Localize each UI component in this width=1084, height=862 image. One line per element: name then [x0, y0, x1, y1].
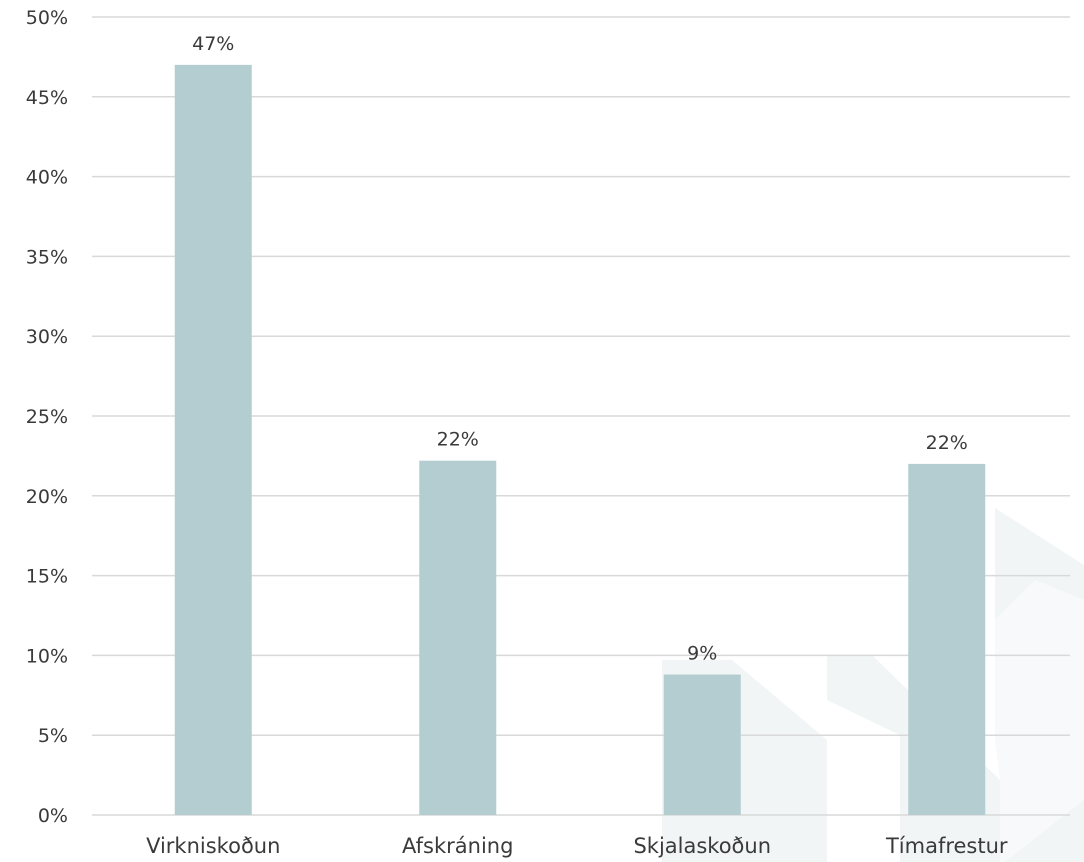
data-labels: 47% 22% 9% 22% [192, 33, 968, 665]
bar-data-label: 22% [437, 429, 479, 451]
grid-lines [92, 16, 1070, 816]
bar [174, 64, 252, 815]
x-category-label: Afskráning [402, 834, 513, 858]
y-tick-label: 5% [38, 725, 68, 747]
bar-data-label: 22% [926, 432, 968, 454]
y-tick-label: 50% [26, 7, 68, 29]
bars [174, 64, 986, 815]
x-category-label: Skjalaskoðun [633, 834, 771, 858]
bar [419, 460, 497, 815]
x-category-label: Virkniskoðun [146, 834, 280, 858]
bar-data-label: 9% [687, 643, 717, 665]
y-axis: 0% 5% 10% 15% 20% 25% 30% 35% 40% 45% 50% [26, 7, 68, 827]
y-tick-label: 35% [26, 246, 68, 268]
y-tick-label: 30% [26, 326, 68, 348]
bar-data-label: 47% [192, 33, 234, 55]
bar [663, 674, 741, 815]
x-category-label: Tímafrestur [885, 834, 1008, 858]
y-tick-label: 25% [26, 406, 68, 428]
y-tick-label: 20% [26, 486, 68, 508]
y-tick-label: 40% [26, 167, 68, 189]
y-tick-label: 10% [26, 645, 68, 667]
y-tick-label: 0% [38, 805, 68, 827]
x-axis: Virkniskoðun Afskráning Skjalaskoðun Tímafr… [146, 834, 1008, 858]
y-tick-label: 45% [26, 87, 68, 109]
y-tick-label: 15% [26, 566, 68, 588]
bar [908, 463, 986, 815]
